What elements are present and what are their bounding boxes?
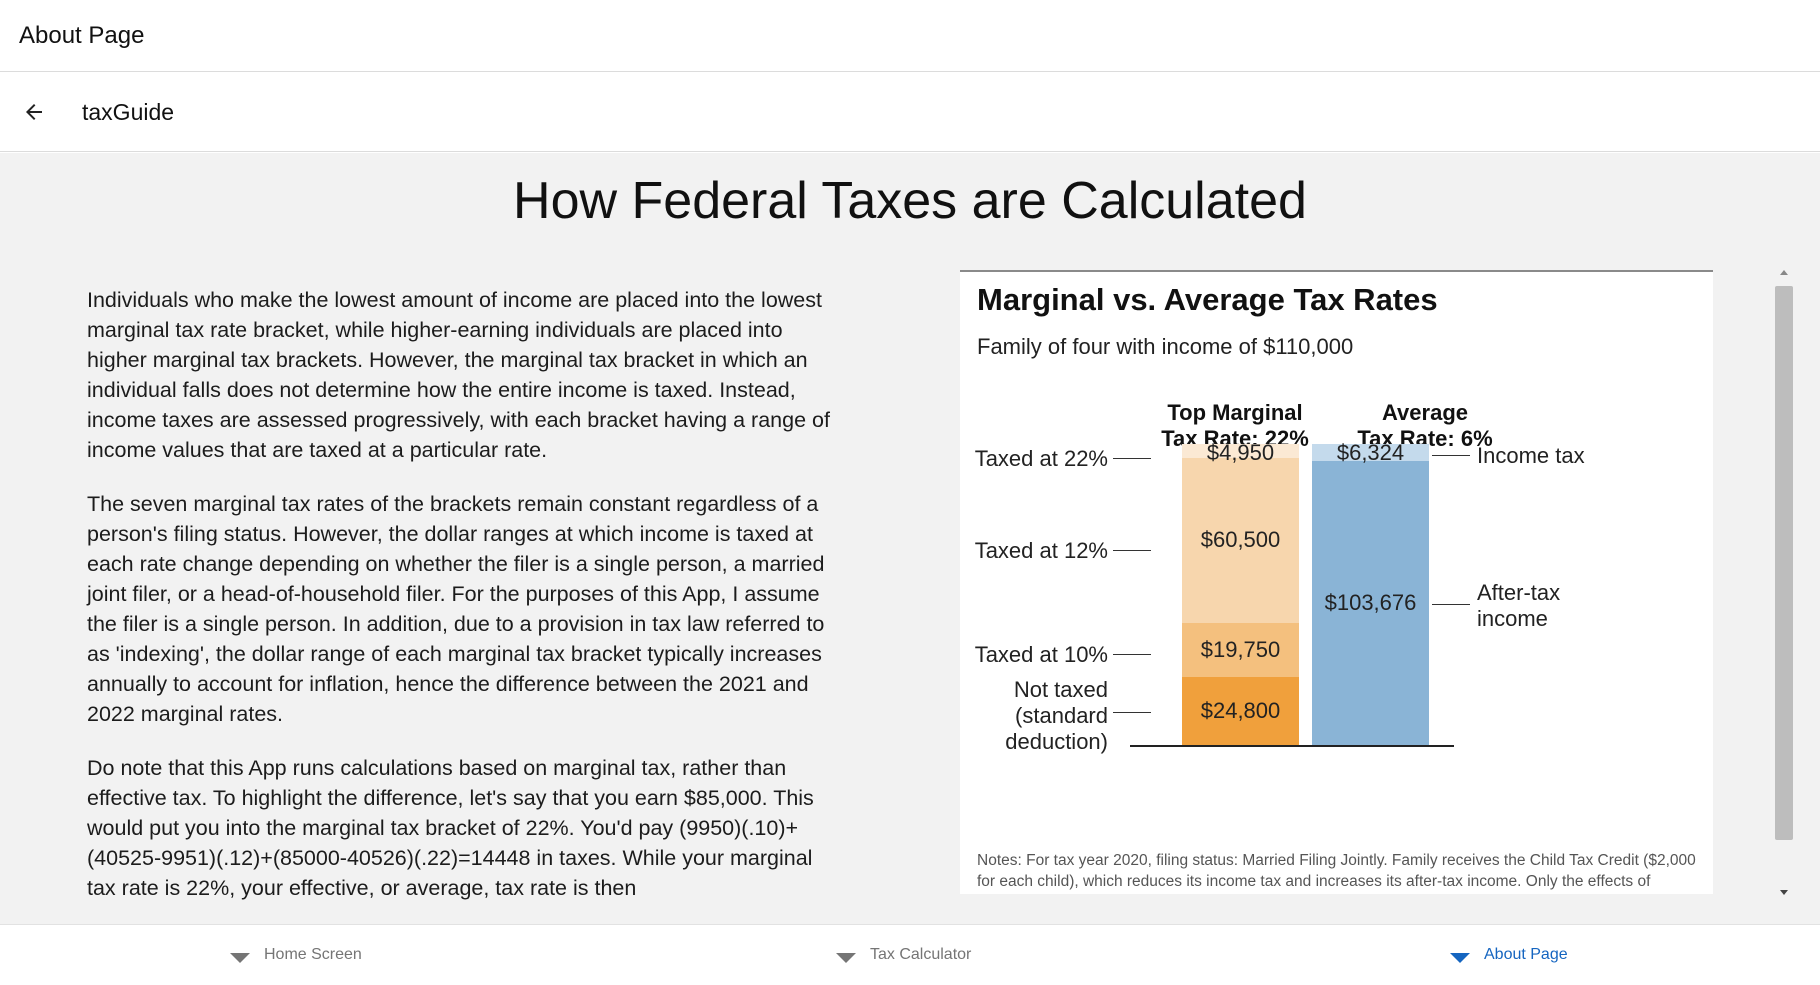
- nav-label: Tax Calculator: [870, 946, 972, 963]
- label-leader: [1113, 550, 1151, 551]
- label-leader: [1113, 654, 1151, 655]
- label-not-taxed: Not taxed (standard deduction): [970, 677, 1108, 755]
- label-line: (standard: [1015, 703, 1108, 728]
- bar-segment: $24,800: [1182, 677, 1299, 745]
- nav-tax-calculator[interactable]: Tax Calculator: [836, 925, 971, 985]
- label-taxed-22: Taxed at 22%: [974, 446, 1108, 471]
- page-title: How Federal Taxes are Calculated: [513, 172, 1307, 230]
- marginal-column-heading: Top Marginal Tax Rate: 22%: [1160, 400, 1310, 452]
- nav-label: About Page: [1484, 946, 1568, 963]
- window-title-bar: About Page: [0, 0, 1820, 72]
- bar-segment-label: $4,950: [1206, 440, 1275, 465]
- label-income-tax: Income tax: [1477, 443, 1585, 468]
- bar-segment: $6,324: [1312, 440, 1429, 465]
- figure-notes: Notes: For tax year 2020, filing status:…: [977, 852, 1696, 890]
- label-leader: [1113, 712, 1151, 713]
- label-leader: [1432, 455, 1470, 456]
- window-title: About Page: [19, 21, 145, 49]
- bar-segment: $103,676: [1312, 461, 1429, 745]
- back-button[interactable]: [12, 90, 56, 134]
- arrow-left-icon: [26, 104, 42, 120]
- triangle-down-icon: [1450, 953, 1470, 963]
- figure-title: Marginal vs. Average Tax Rates: [977, 282, 1438, 317]
- content-area[interactable]: How Federal Taxes are Calculated Individ…: [0, 153, 1820, 924]
- chart-baseline: [1130, 745, 1454, 747]
- app-title: taxGuide: [82, 98, 175, 125]
- bar-segment: $4,950: [1182, 442, 1299, 464]
- label-after-tax: After-tax income: [1477, 580, 1597, 632]
- bottom-navigation: Home Screen Tax Calculator About Page: [0, 924, 1820, 984]
- nav-about-page[interactable]: About Page: [1450, 925, 1568, 985]
- article: Individuals who make the lowest amount o…: [87, 285, 847, 924]
- bar-segment-label: $6,324: [1336, 440, 1405, 465]
- triangle-down-icon: [836, 953, 856, 963]
- label-taxed-12: Taxed at 12%: [974, 538, 1108, 563]
- bar-segment-label: $60,500: [1200, 527, 1281, 553]
- bar-segment: $60,500: [1182, 457, 1299, 624]
- label-line: Not taxed: [1013, 677, 1108, 702]
- label-line: deduction): [1005, 729, 1108, 754]
- figure-subtitle: Family of four with income of $110,000: [977, 334, 1354, 359]
- label-taxed-10: Taxed at 10%: [974, 642, 1108, 667]
- scrollbar-thumb[interactable]: [1775, 286, 1793, 840]
- scroll-down-arrow-icon[interactable]: [1780, 890, 1788, 895]
- label-leader: [1113, 458, 1151, 459]
- nav-home-screen[interactable]: Home Screen: [230, 925, 362, 985]
- label-leader: [1432, 604, 1470, 605]
- label-line: After-tax: [1477, 580, 1561, 605]
- triangle-down-icon: [230, 953, 250, 963]
- marginal-heading-line: Top Marginal: [1167, 400, 1303, 425]
- bar-segment: $19,750: [1182, 623, 1299, 678]
- scroll-up-arrow-icon[interactable]: [1780, 270, 1788, 275]
- article-paragraph: Individuals who make the lowest amount o…: [87, 288, 830, 462]
- article-paragraph: Do note that this App runs calculations …: [87, 756, 814, 900]
- bar-segment-label: $24,800: [1200, 698, 1281, 724]
- average-heading-line: Average: [1381, 400, 1468, 425]
- label-line: income: [1477, 606, 1548, 631]
- app-bar: taxGuide: [0, 73, 1820, 152]
- vertical-scrollbar[interactable]: [1774, 270, 1794, 898]
- nav-label: Home Screen: [264, 946, 362, 963]
- bar-segment-label: $19,750: [1200, 637, 1281, 663]
- tax-rate-figure: Marginal vs. Average Tax Rates Family of…: [960, 270, 1713, 894]
- bar-segment-label: $103,676: [1324, 590, 1417, 616]
- article-paragraph: The seven marginal tax rates of the brac…: [87, 492, 825, 726]
